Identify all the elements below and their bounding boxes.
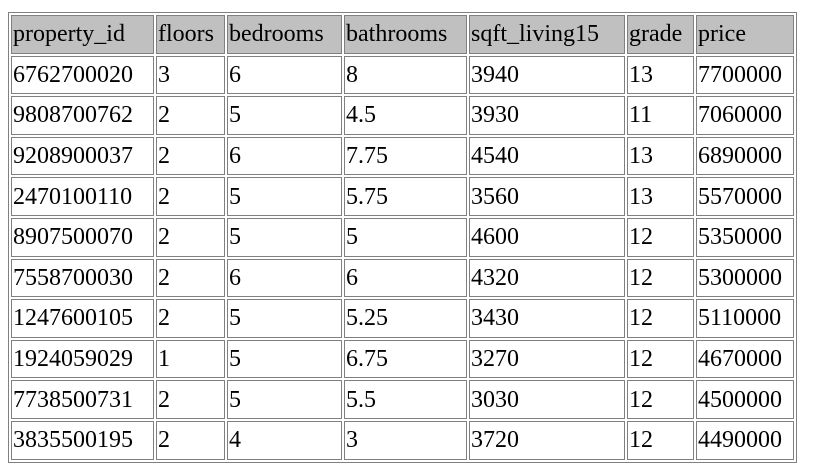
table-cell-bathrooms: 6.75 — [344, 339, 467, 379]
table-cell-grade: 13 — [627, 55, 694, 95]
table-cell-price: 5110000 — [696, 299, 794, 338]
table-cell-bathrooms: 5.75 — [344, 177, 467, 216]
table-cell-bedrooms: 5 — [227, 217, 342, 257]
table-cell-grade: 12 — [627, 339, 694, 379]
table-cell-price: 4500000 — [696, 380, 794, 419]
table-cell-property-id: 8907500070 — [11, 217, 154, 257]
table-cell-floors: 2 — [156, 258, 225, 298]
table-cell-price: 7060000 — [696, 96, 794, 135]
table-cell-sqft-living15: 4320 — [469, 258, 625, 298]
table-cell-sqft-living15: 3430 — [469, 299, 625, 338]
table-cell-sqft-living15: 3030 — [469, 380, 625, 419]
table-cell-bathrooms: 5.25 — [344, 299, 467, 338]
table-cell-price: 5570000 — [696, 177, 794, 216]
table-row: 7558700030 2 6 6 4320 12 5300000 — [11, 258, 794, 298]
table-cell-bedrooms: 6 — [227, 136, 342, 176]
table-cell-property-id: 1924059029 — [11, 339, 154, 379]
table-row: 6762700020 3 6 8 3940 13 7700000 — [11, 55, 794, 95]
table-cell-floors: 2 — [156, 177, 225, 216]
table-cell-sqft-living15: 3720 — [469, 420, 625, 460]
table-cell-bathrooms: 5 — [344, 217, 467, 257]
table-cell-floors: 1 — [156, 339, 225, 379]
data-table: property_id floors bedrooms bathrooms sqft_l… — [8, 12, 797, 463]
table-cell-property-id: 1247600105 — [11, 299, 154, 338]
table-cell-bedrooms: 5 — [227, 339, 342, 379]
table-cell-property-id: 7738500731 — [11, 380, 154, 419]
table-cell-price: 5350000 — [696, 217, 794, 257]
table-cell-price: 6890000 — [696, 136, 794, 176]
table-cell-sqft-living15: 4540 — [469, 136, 625, 176]
column-header-sqft-living15: sqft_living15 — [469, 15, 625, 54]
table-cell-property-id: 2470100110 — [11, 177, 154, 216]
table-cell-property-id: 6762700020 — [11, 55, 154, 95]
table-row: 2470100110 2 5 5.75 3560 13 5570000 — [11, 177, 794, 216]
table-cell-price: 7700000 — [696, 55, 794, 95]
table-row: 7738500731 2 5 5.5 3030 12 4500000 — [11, 380, 794, 419]
table-cell-grade: 12 — [627, 299, 694, 338]
table-row: 1247600105 2 5 5.25 3430 12 5110000 — [11, 299, 794, 338]
table-cell-sqft-living15: 3930 — [469, 96, 625, 135]
table-cell-bathrooms: 8 — [344, 55, 467, 95]
table-cell-grade: 13 — [627, 136, 694, 176]
table-row: 1924059029 1 5 6.75 3270 12 4670000 — [11, 339, 794, 379]
table-row: 3835500195 2 4 3 3720 12 4490000 — [11, 420, 794, 460]
column-header-grade: grade — [627, 15, 694, 54]
table-cell-bathrooms: 4.5 — [344, 96, 467, 135]
table-cell-price: 4490000 — [696, 420, 794, 460]
table-cell-sqft-living15: 3940 — [469, 55, 625, 95]
column-header-floors: floors — [156, 15, 225, 54]
table-cell-sqft-living15: 4600 — [469, 217, 625, 257]
table-cell-floors: 2 — [156, 96, 225, 135]
table-cell-bedrooms: 5 — [227, 177, 342, 216]
table-cell-bedrooms: 4 — [227, 420, 342, 460]
table-cell-property-id: 7558700030 — [11, 258, 154, 298]
table-cell-bedrooms: 6 — [227, 258, 342, 298]
table-cell-price: 5300000 — [696, 258, 794, 298]
table-row: 9808700762 2 5 4.5 3930 11 7060000 — [11, 96, 794, 135]
table-cell-bathrooms: 3 — [344, 420, 467, 460]
table-cell-property-id: 3835500195 — [11, 420, 154, 460]
table-cell-floors: 3 — [156, 55, 225, 95]
table-cell-grade: 12 — [627, 258, 694, 298]
table-cell-grade: 11 — [627, 96, 694, 135]
column-header-bathrooms: bathrooms — [344, 15, 467, 54]
table-cell-property-id: 9808700762 — [11, 96, 154, 135]
table-cell-sqft-living15: 3560 — [469, 177, 625, 216]
table-cell-bathrooms: 6 — [344, 258, 467, 298]
table-row: 8907500070 2 5 5 4600 12 5350000 — [11, 217, 794, 257]
table-cell-floors: 2 — [156, 420, 225, 460]
table-header: property_id floors bedrooms bathrooms sqft_l… — [11, 15, 794, 54]
table-body: 6762700020 3 6 8 3940 13 7700000 9808700762 2 5 4.… — [11, 55, 794, 460]
table-cell-bedrooms: 6 — [227, 55, 342, 95]
table-cell-bathrooms: 5.5 — [344, 380, 467, 419]
table-cell-grade: 13 — [627, 177, 694, 216]
table-cell-bedrooms: 5 — [227, 96, 342, 135]
table-row: 9208900037 2 6 7.75 4540 13 6890000 — [11, 136, 794, 176]
table-cell-floors: 2 — [156, 217, 225, 257]
table-cell-bedrooms: 5 — [227, 299, 342, 338]
column-header-property-id: property_id — [11, 15, 154, 54]
table-cell-floors: 2 — [156, 380, 225, 419]
table-cell-bedrooms: 5 — [227, 380, 342, 419]
table-cell-grade: 12 — [627, 217, 694, 257]
table-cell-price: 4670000 — [696, 339, 794, 379]
table-cell-floors: 2 — [156, 136, 225, 176]
table-cell-property-id: 9208900037 — [11, 136, 154, 176]
table-cell-grade: 12 — [627, 380, 694, 419]
column-header-price: price — [696, 15, 794, 54]
header-row: property_id floors bedrooms bathrooms sqft_l… — [11, 15, 794, 54]
table-cell-sqft-living15: 3270 — [469, 339, 625, 379]
table-cell-grade: 12 — [627, 420, 694, 460]
column-header-bedrooms: bedrooms — [227, 15, 342, 54]
table-cell-bathrooms: 7.75 — [344, 136, 467, 176]
table-cell-floors: 2 — [156, 299, 225, 338]
